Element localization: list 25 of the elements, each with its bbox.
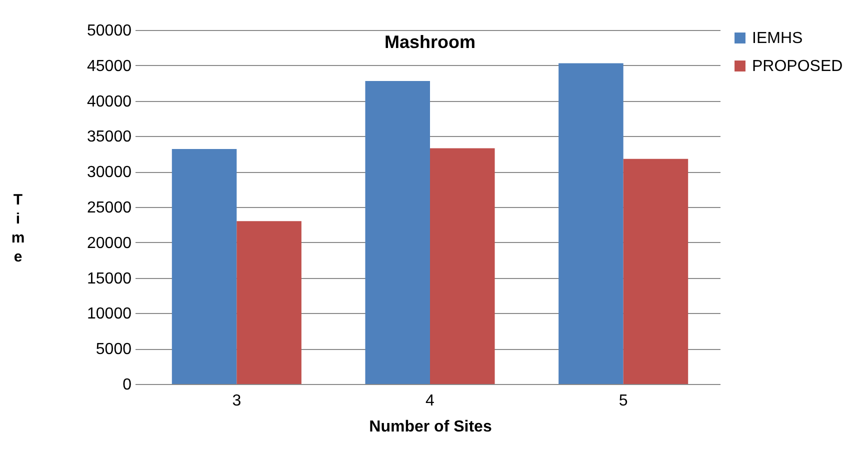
bar — [430, 148, 495, 384]
y-tick-label: 20000 — [87, 234, 132, 252]
y-tick-label: 25000 — [87, 200, 132, 216]
x-tick-label: 4 — [426, 392, 435, 410]
y-tick-label: 10000 — [87, 306, 132, 323]
bar — [236, 221, 302, 384]
legend-label: IEMHS — [752, 30, 803, 47]
chart-title: Mashroom — [384, 32, 476, 52]
x-axis-title: Number of Sites — [369, 418, 492, 436]
y-tick-label: 35000 — [87, 128, 132, 146]
y-tick-label: 30000 — [87, 164, 132, 182]
bar — [172, 148, 237, 384]
y-axis-title: Time — [11, 192, 25, 266]
x-tick-label: 3 — [232, 392, 242, 410]
bar — [623, 158, 688, 384]
y-tick-label: 5000 — [96, 341, 132, 358]
bar — [558, 63, 624, 384]
y-tick-label: 45000 — [87, 58, 132, 75]
x-tick-label: 5 — [618, 392, 628, 410]
y-tick-label: 50000 — [87, 22, 132, 40]
bar — [365, 80, 430, 384]
y-tick-label: 40000 — [87, 93, 132, 110]
y-tick-label: 15000 — [87, 270, 132, 288]
y-tick-label: 0 — [122, 376, 132, 394]
legend-label: PROPOSED — [752, 58, 843, 75]
